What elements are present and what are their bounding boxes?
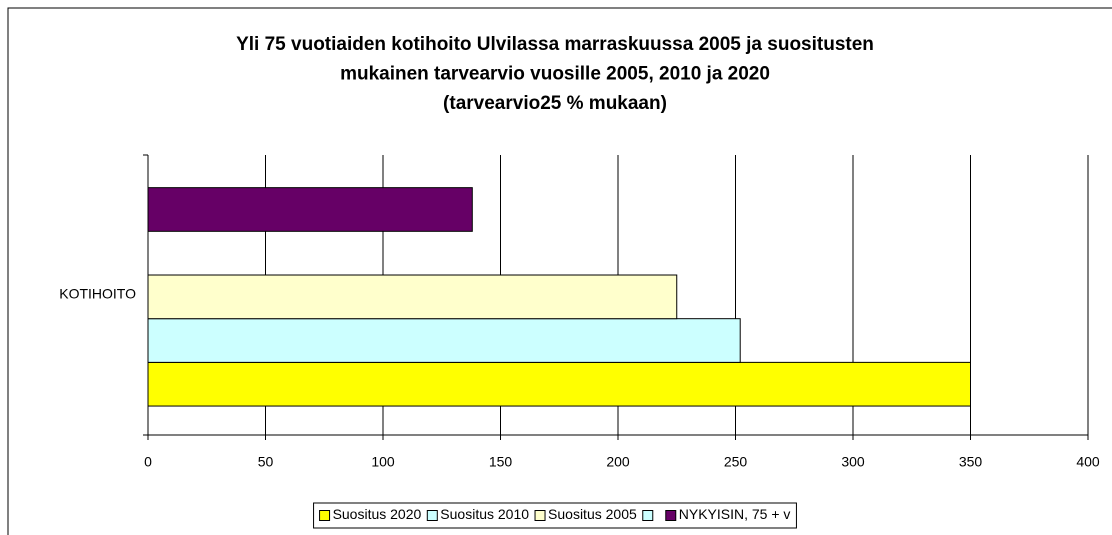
legend-marker [426,510,438,521]
x-tick-label: 100 [371,454,395,470]
y-tick-label: KOTIHOITO [59,286,136,302]
bar [147,187,473,232]
bar [147,318,741,363]
x-tick-label: 200 [606,454,630,470]
chart-border [7,7,1112,535]
legend-label: Suositus 2005 [548,506,637,522]
legend-label: NYKYISIN, 75 + v [679,506,791,522]
x-tick-label: 350 [959,454,983,470]
chart-title: mukainen tarvearvio vuosille 2005, 2010 … [340,64,770,85]
legend-marker [319,510,331,521]
x-tick-label: 0 [144,454,152,470]
bar [147,274,678,320]
legend-marker [642,510,654,521]
legend-box [313,502,797,529]
chart-title: (tarvearvio25 % mukaan) [443,93,667,114]
legend-marker [665,510,677,521]
x-tick-label: 250 [724,454,748,470]
bar [147,361,971,407]
legend-label: Suositus 2020 [333,506,422,522]
chart-title: Yli 75 vuotiaiden kotihoito Ulvilassa ma… [236,34,874,55]
x-tick-label: 50 [258,454,274,470]
legend-marker [534,510,546,521]
x-tick-label: 400 [1076,454,1100,470]
x-tick-label: 300 [841,454,865,470]
x-tick-label: 150 [489,454,513,470]
legend-label: Suositus 2010 [440,506,529,522]
